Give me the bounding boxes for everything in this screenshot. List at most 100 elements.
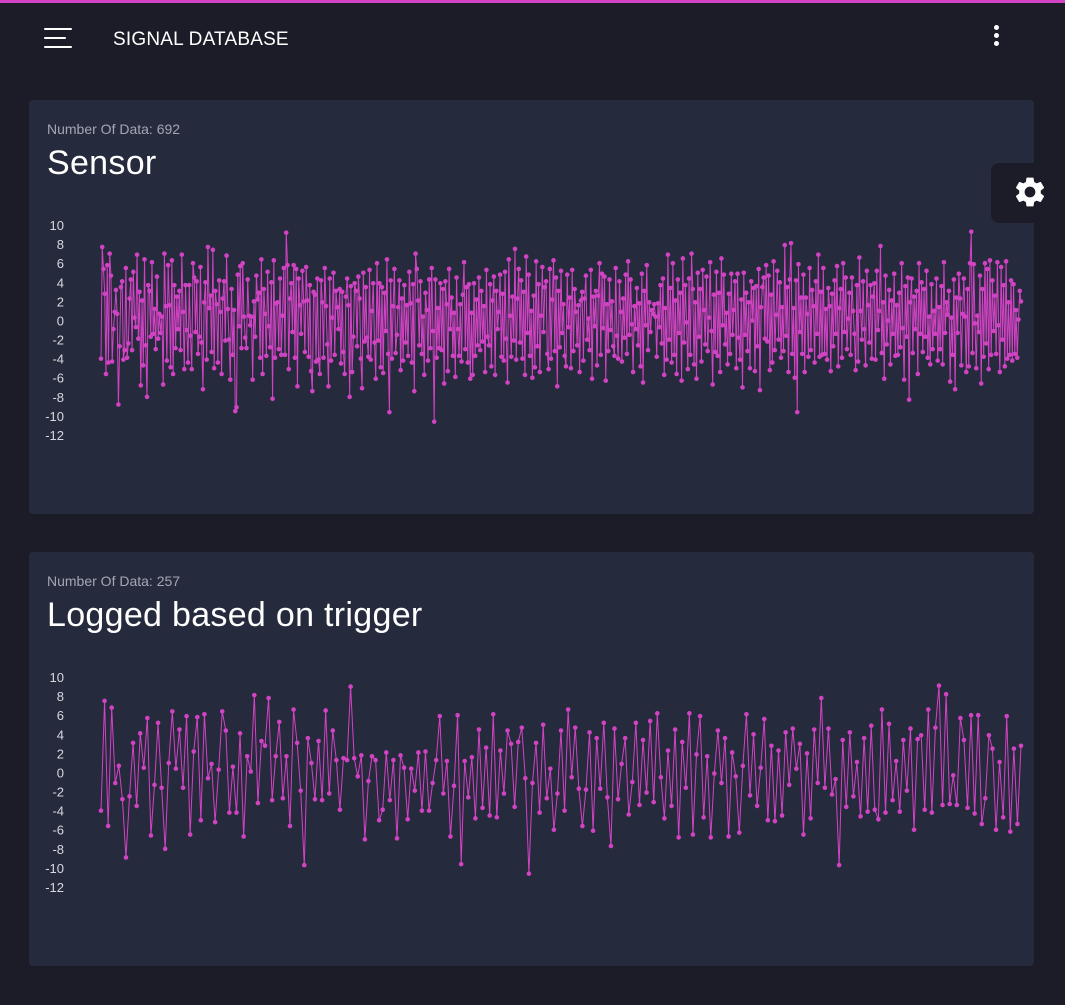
data-point[interactable] — [305, 298, 310, 303]
data-point[interactable] — [515, 296, 520, 301]
data-point[interactable] — [637, 802, 642, 808]
data-point[interactable] — [954, 295, 959, 300]
data-point[interactable] — [564, 272, 570, 277]
data-point[interactable] — [737, 357, 743, 362]
data-point[interactable] — [761, 716, 767, 722]
data-point[interactable] — [901, 377, 907, 382]
data-point[interactable] — [619, 359, 625, 364]
data-point[interactable] — [628, 277, 633, 282]
data-point[interactable] — [254, 273, 259, 278]
data-point[interactable] — [619, 761, 624, 767]
data-point[interactable] — [905, 275, 911, 280]
data-point[interactable] — [112, 780, 118, 786]
data-point[interactable] — [152, 306, 157, 312]
data-point[interactable] — [931, 308, 937, 314]
data-point[interactable] — [467, 376, 473, 382]
data-point[interactable] — [523, 254, 529, 259]
data-point[interactable] — [797, 741, 803, 747]
data-point[interactable] — [301, 862, 307, 868]
data-point[interactable] — [301, 299, 306, 304]
data-point[interactable] — [967, 260, 973, 266]
data-point[interactable] — [404, 302, 410, 308]
data-point[interactable] — [597, 786, 603, 792]
data-point[interactable] — [985, 266, 990, 272]
data-point[interactable] — [803, 295, 809, 300]
data-point[interactable] — [961, 737, 967, 743]
data-point[interactable] — [700, 267, 706, 273]
data-point[interactable] — [224, 253, 229, 258]
data-point[interactable] — [753, 283, 759, 289]
data-point[interactable] — [622, 335, 627, 340]
data-point[interactable] — [612, 726, 617, 731]
data-point[interactable] — [977, 273, 983, 278]
data-point[interactable] — [201, 300, 207, 305]
data-point[interactable] — [604, 301, 610, 307]
data-point[interactable] — [494, 288, 499, 294]
data-point[interactable] — [394, 836, 400, 841]
data-point[interactable] — [226, 337, 232, 342]
data-point[interactable] — [633, 326, 638, 332]
data-point[interactable] — [441, 381, 447, 386]
data-point[interactable] — [469, 754, 475, 760]
data-point[interactable] — [269, 280, 274, 285]
data-point[interactable] — [577, 369, 582, 375]
data-point[interactable] — [782, 242, 788, 248]
data-point[interactable] — [191, 749, 197, 754]
data-point[interactable] — [696, 334, 702, 340]
data-point[interactable] — [632, 303, 637, 309]
data-point[interactable] — [767, 367, 773, 373]
data-point[interactable] — [653, 314, 658, 319]
data-point[interactable] — [644, 790, 649, 795]
data-point[interactable] — [341, 755, 346, 761]
data-point[interactable] — [372, 340, 377, 345]
data-point[interactable] — [920, 349, 926, 355]
data-point[interactable] — [649, 307, 655, 313]
data-point[interactable] — [223, 728, 229, 733]
data-point[interactable] — [839, 355, 845, 361]
data-point[interactable] — [308, 368, 314, 374]
data-point[interactable] — [540, 264, 545, 270]
data-point[interactable] — [633, 720, 639, 726]
data-point[interactable] — [512, 246, 518, 252]
data-point[interactable] — [236, 323, 242, 329]
data-point[interactable] — [918, 732, 924, 738]
data-point[interactable] — [501, 791, 507, 796]
data-point[interactable] — [742, 332, 748, 338]
data-point[interactable] — [975, 313, 980, 319]
data-point[interactable] — [617, 279, 622, 284]
data-point[interactable] — [584, 337, 590, 342]
data-point[interactable] — [297, 302, 303, 308]
data-point[interactable] — [637, 301, 642, 306]
kebab-menu-icon[interactable] — [986, 21, 1006, 53]
data-point[interactable] — [516, 266, 522, 272]
data-point[interactable] — [964, 369, 969, 375]
data-point[interactable] — [706, 315, 712, 320]
data-point[interactable] — [228, 377, 233, 382]
data-point[interactable] — [128, 277, 134, 282]
data-point[interactable] — [498, 748, 503, 753]
data-point[interactable] — [743, 290, 749, 296]
data-point[interactable] — [608, 843, 614, 849]
data-point[interactable] — [408, 301, 413, 306]
data-point[interactable] — [668, 285, 673, 291]
data-point[interactable] — [182, 366, 187, 372]
data-point[interactable] — [122, 347, 127, 353]
data-point[interactable] — [642, 288, 647, 294]
data-point[interactable] — [455, 712, 460, 718]
data-point[interactable] — [1000, 337, 1005, 342]
data-point[interactable] — [583, 273, 589, 278]
data-point[interactable] — [412, 388, 417, 394]
data-point[interactable] — [239, 345, 244, 351]
data-point[interactable] — [745, 348, 750, 354]
data-point[interactable] — [349, 369, 355, 375]
data-point[interactable] — [982, 260, 988, 266]
data-point[interactable] — [729, 750, 735, 755]
data-point[interactable] — [769, 743, 774, 749]
data-point[interactable] — [264, 353, 269, 359]
data-point[interactable] — [434, 355, 439, 361]
data-point[interactable] — [232, 408, 238, 414]
data-point[interactable] — [842, 329, 847, 335]
data-point[interactable] — [701, 815, 706, 820]
data-point[interactable] — [249, 314, 254, 319]
data-point[interactable] — [562, 353, 568, 359]
